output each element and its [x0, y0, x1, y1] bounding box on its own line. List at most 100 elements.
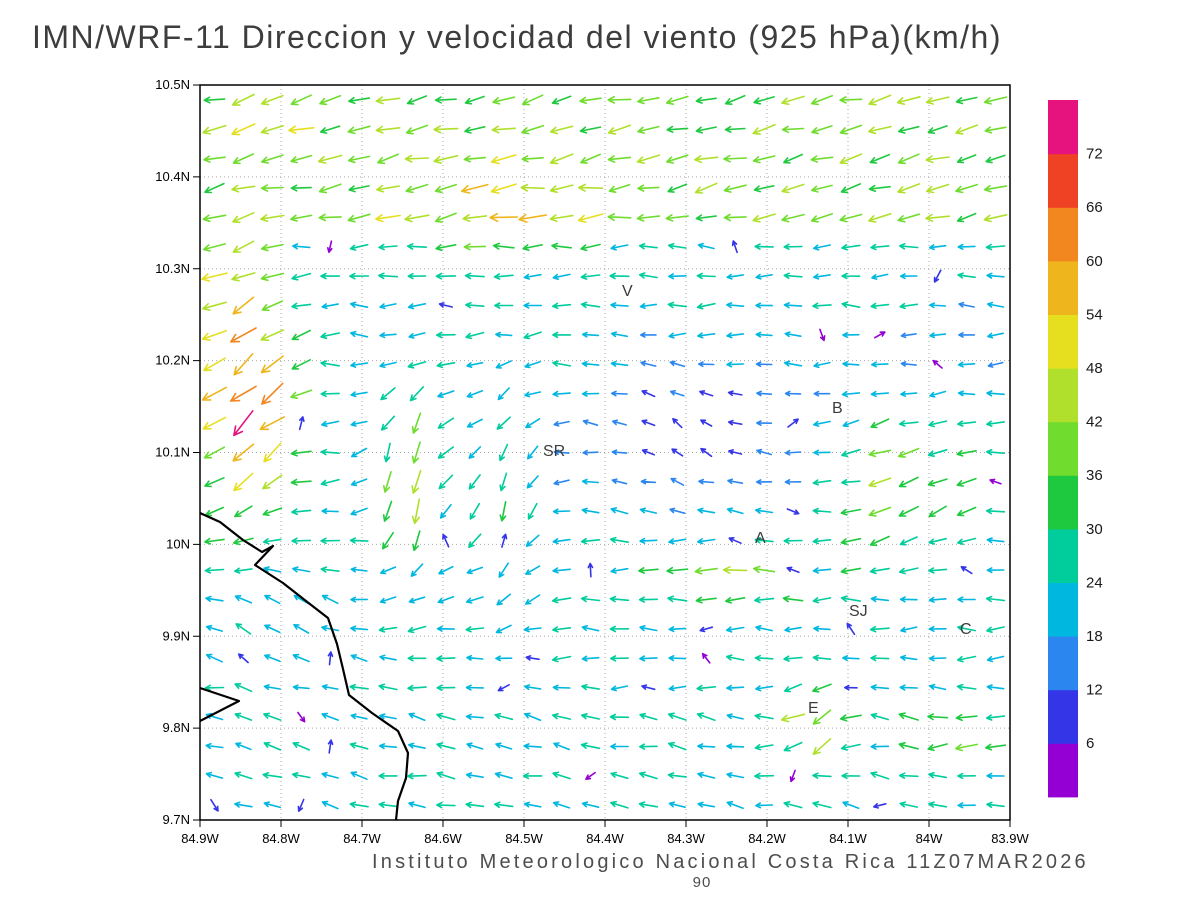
wind-arrow — [696, 684, 717, 692]
wind-arrow — [812, 537, 832, 545]
wind-arrow — [461, 183, 489, 194]
plot-layers: 84.9W 84.8W 84.7W 84.6W 84.5W 84.4W 84.3W 84.2W… — [155, 77, 1102, 846]
wind-arrow — [202, 301, 227, 311]
wind-arrow — [552, 390, 571, 398]
wind-arrow — [466, 655, 484, 661]
wind-arrow — [378, 683, 398, 691]
wind-arrow — [639, 332, 657, 338]
wind-arrow — [928, 625, 947, 632]
wind-arrow — [291, 772, 311, 779]
wind-arrow — [260, 329, 285, 341]
wind-arrow — [667, 595, 688, 603]
wind-arrow — [755, 685, 774, 692]
wind-arrow — [405, 124, 429, 135]
colorbar-segment — [1048, 636, 1078, 691]
wind-arrow — [261, 382, 284, 405]
wind-arrow — [497, 684, 510, 692]
wind-arrow — [375, 125, 401, 134]
wind-arrow — [812, 738, 832, 755]
wind-arrow — [232, 212, 255, 224]
wind-arrow — [841, 301, 861, 308]
wind-arrow — [697, 242, 715, 250]
wind-arrow — [327, 240, 333, 253]
wind-arrow — [494, 302, 514, 309]
station-label-v: V — [622, 283, 633, 300]
wind-arrow — [783, 655, 803, 662]
wind-arrow — [898, 567, 919, 575]
wind-arrow — [899, 536, 918, 546]
wind-arrow — [725, 626, 745, 633]
wind-arrow — [900, 391, 918, 397]
wind-arrow — [377, 153, 399, 165]
x-tick-label: 84.6W — [424, 831, 462, 846]
wind-arrow — [900, 626, 918, 633]
x-tick-label: 84.2W — [748, 831, 786, 846]
wind-arrow — [927, 478, 948, 487]
wind-arrow — [640, 478, 657, 485]
wind-arrow — [234, 801, 253, 808]
wind-arrow — [291, 508, 312, 516]
wind-arrow — [610, 507, 629, 515]
wind-arrow — [580, 301, 601, 309]
wind-arrow — [437, 417, 455, 429]
wind-arrow — [819, 328, 826, 342]
wind-arrow — [407, 303, 427, 310]
wind-arrow — [639, 712, 658, 721]
wind-arrow — [898, 420, 919, 427]
wind-arrow — [842, 655, 860, 662]
wind-arrow — [784, 331, 802, 338]
wind-arrow — [378, 626, 398, 633]
wind-arrow — [382, 531, 394, 550]
peninsula-coastline — [200, 686, 241, 722]
wind-arrow — [811, 125, 833, 135]
wind-arrow — [638, 596, 658, 603]
wind-arrow — [955, 713, 978, 722]
wind-arrow — [581, 713, 601, 720]
wind-arrow — [549, 153, 574, 165]
wind-arrow — [327, 739, 334, 754]
wind-arrow — [462, 214, 488, 222]
wind-arrow — [442, 533, 450, 548]
wind-arrow — [210, 798, 219, 812]
wind-arrow — [350, 654, 368, 662]
wind-arrow — [783, 801, 803, 809]
wind-arrow — [524, 712, 542, 722]
wind-arrow — [433, 125, 459, 134]
wind-arrow — [348, 185, 370, 193]
wind-arrow — [230, 385, 257, 402]
wind-arrow — [698, 478, 715, 485]
wind-arrow — [899, 243, 919, 250]
station-label-sj: SJ — [849, 603, 868, 620]
wind-arrow — [957, 596, 976, 603]
wind-arrow — [985, 743, 1007, 751]
wind-arrow — [499, 501, 507, 522]
wind-arrow — [783, 360, 803, 367]
colorbar-segment — [1048, 368, 1078, 423]
wind-arrow — [234, 567, 253, 574]
station-label-c: C — [960, 621, 972, 638]
wind-arrow — [842, 801, 860, 809]
wind-arrow — [292, 684, 310, 691]
wind-arrow — [694, 155, 719, 163]
wind-arrow — [781, 95, 805, 106]
wind-arrow — [523, 273, 542, 280]
wind-arrow — [203, 446, 226, 459]
wind-arrow — [928, 420, 948, 428]
wind-arrow — [925, 96, 950, 105]
wind-arrow — [232, 443, 255, 462]
wind-arrow — [582, 419, 599, 426]
wind-arrow — [291, 302, 312, 310]
wind-arrow — [610, 800, 629, 809]
x-tick-label: 84.7W — [343, 831, 381, 846]
wind-arrow — [290, 389, 313, 399]
wind-arrow — [986, 655, 1005, 663]
wind-arrow — [581, 655, 600, 662]
wind-arrow — [291, 537, 312, 545]
wind-arrow — [639, 743, 658, 750]
wind-arrow — [522, 244, 543, 251]
wind-arrow — [297, 711, 306, 723]
wind-arrow — [327, 651, 334, 666]
wind-arrow — [321, 594, 339, 605]
wind-arrow — [868, 184, 891, 193]
wind-arrow — [201, 272, 228, 282]
